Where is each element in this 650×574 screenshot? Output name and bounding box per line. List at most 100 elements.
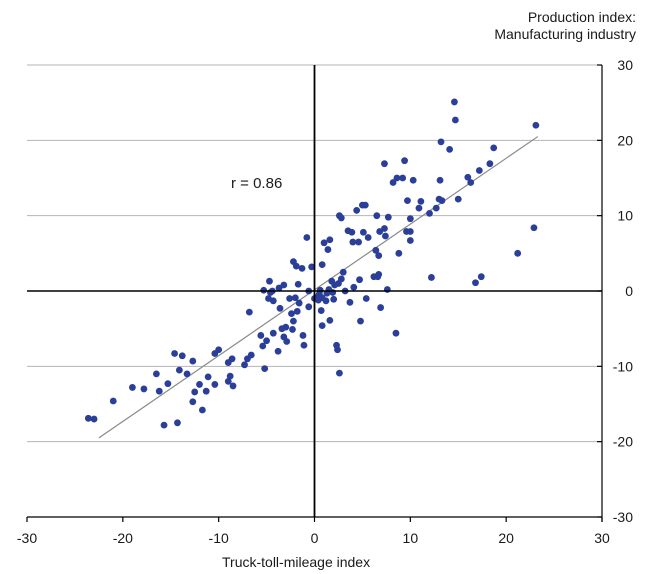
data-point	[381, 225, 388, 232]
data-point	[395, 249, 403, 257]
data-point	[359, 228, 367, 236]
data-point	[337, 275, 345, 283]
data-point	[228, 355, 236, 363]
data-point	[348, 228, 356, 236]
data-point	[326, 236, 334, 244]
data-point	[404, 197, 411, 205]
data-point	[129, 384, 136, 391]
data-point	[329, 289, 337, 296]
y-axis-tick-labels: 30 20 10 0 -10 -20 -30	[597, 57, 633, 525]
data-point	[364, 234, 372, 241]
x-tick-label: -30	[17, 530, 37, 546]
data-point	[436, 176, 444, 184]
y-axis-title-line2: Manufacturing industry	[494, 26, 636, 42]
data-point	[454, 195, 462, 203]
y-tick-label: 20	[617, 132, 633, 148]
x-tick-label: 20	[498, 530, 514, 546]
data-point	[261, 365, 269, 372]
data-point	[392, 329, 400, 337]
data-point	[357, 317, 364, 325]
data-point	[383, 286, 391, 293]
data-point	[171, 350, 178, 357]
data-point	[286, 295, 293, 302]
data-point	[475, 167, 483, 174]
y-tick-label: 0	[625, 283, 633, 299]
data-point	[263, 337, 270, 345]
data-point	[211, 381, 219, 388]
data-point	[196, 381, 203, 388]
data-point	[178, 352, 186, 360]
data-point	[350, 283, 358, 291]
data-point	[198, 406, 206, 414]
data-point	[204, 373, 212, 381]
data-point	[295, 299, 303, 307]
data-point	[490, 144, 498, 152]
data-point	[381, 160, 388, 168]
data-point	[399, 174, 407, 182]
x-tick-label: 30	[594, 530, 610, 546]
data-point	[152, 370, 160, 378]
data-point	[324, 246, 332, 253]
data-point	[446, 145, 454, 153]
data-point	[337, 214, 345, 222]
data-points	[84, 98, 540, 429]
data-point	[409, 176, 417, 184]
data-point	[292, 262, 300, 270]
data-point	[160, 421, 168, 429]
x-axis-title: Truck-toll-mileage index	[222, 554, 371, 570]
data-point	[486, 160, 494, 168]
data-point	[334, 346, 341, 354]
data-point	[393, 174, 401, 182]
data-point	[291, 294, 299, 302]
x-tick-label: -10	[209, 530, 229, 546]
data-point	[377, 304, 385, 311]
data-point	[353, 206, 361, 214]
data-point	[174, 419, 181, 427]
data-point	[269, 329, 277, 337]
data-point	[349, 238, 357, 246]
data-point	[282, 323, 290, 331]
data-point	[294, 280, 302, 288]
x-tick-label: 0	[311, 530, 319, 546]
data-point	[276, 304, 284, 312]
data-point	[280, 281, 288, 289]
data-point	[514, 249, 522, 257]
y-axis-title: Production index: Manufacturing industry	[494, 9, 636, 43]
data-point	[375, 271, 383, 278]
data-point	[384, 213, 392, 221]
data-point	[375, 252, 383, 259]
y-tick-label: 30	[617, 57, 633, 73]
data-point	[241, 361, 248, 369]
data-point	[406, 215, 414, 223]
data-point	[417, 197, 425, 205]
data-point	[266, 277, 273, 285]
data-point	[432, 204, 440, 212]
data-point	[437, 138, 445, 146]
data-point	[406, 228, 414, 235]
trend-line	[98, 136, 539, 439]
data-point	[438, 197, 446, 205]
data-point	[298, 265, 306, 272]
data-point	[428, 274, 435, 281]
data-point	[318, 322, 326, 330]
data-point	[322, 297, 330, 305]
data-point	[464, 173, 472, 181]
data-point	[389, 179, 397, 186]
data-point	[318, 261, 326, 269]
data-point	[257, 332, 265, 339]
data-point	[109, 397, 117, 405]
data-point	[361, 201, 369, 209]
axes	[27, 65, 603, 522]
correlation-annotation: r = 0.86	[231, 175, 283, 192]
data-point	[283, 338, 291, 345]
data-point	[303, 234, 311, 241]
y-tick-label: -20	[613, 434, 633, 450]
data-point	[415, 204, 423, 212]
data-point	[336, 369, 343, 377]
data-point	[229, 382, 237, 390]
y-axis-title-line1: Production index:	[527, 9, 636, 25]
data-point	[472, 279, 479, 287]
data-point	[189, 398, 197, 406]
data-point	[355, 238, 362, 246]
